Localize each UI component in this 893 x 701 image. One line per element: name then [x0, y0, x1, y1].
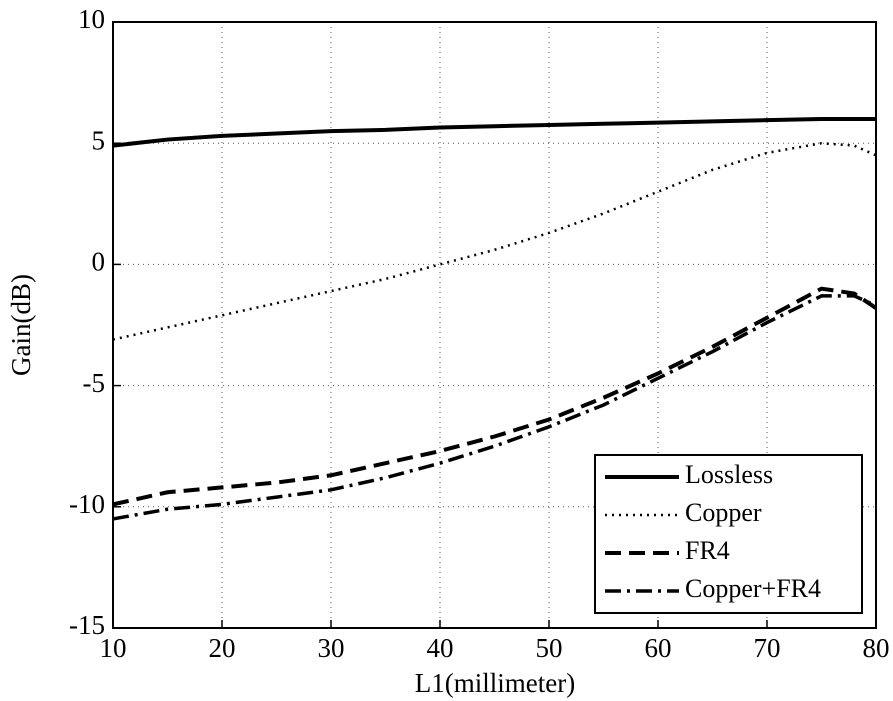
series-line — [112, 141, 877, 341]
legend-label: Copper — [685, 498, 762, 527]
y-tick-label: -5 — [83, 368, 106, 398]
plot-frame — [112, 21, 877, 629]
x-axis-label: L1(millimeter) — [415, 668, 575, 698]
x-tick-label: 30 — [318, 633, 345, 663]
series-line — [112, 116, 876, 148]
series-line — [112, 286, 878, 507]
y-tick-label: 10 — [78, 4, 105, 34]
y-tick-label: -10 — [69, 489, 105, 519]
x-tick-label: 80 — [863, 633, 890, 663]
x-tick-label: 50 — [536, 633, 563, 663]
legend-label: FR4 — [685, 536, 730, 565]
legend-box — [594, 454, 863, 614]
x-tick-label: 20 — [209, 633, 236, 663]
x-tick-label: 40 — [427, 633, 454, 663]
legend-label: Copper+FR4 — [685, 574, 821, 603]
y-axis-label: Gain(dB) — [6, 274, 36, 376]
y-tick-label: 0 — [92, 247, 106, 277]
legend-label: Lossless — [685, 460, 773, 489]
x-tick-label: 60 — [645, 633, 672, 663]
x-tick-label: 70 — [754, 633, 781, 663]
y-tick-label: 5 — [92, 125, 106, 155]
series-line — [112, 294, 877, 521]
y-tick-label: -15 — [69, 610, 105, 640]
x-tick-label: 10 — [100, 633, 127, 663]
